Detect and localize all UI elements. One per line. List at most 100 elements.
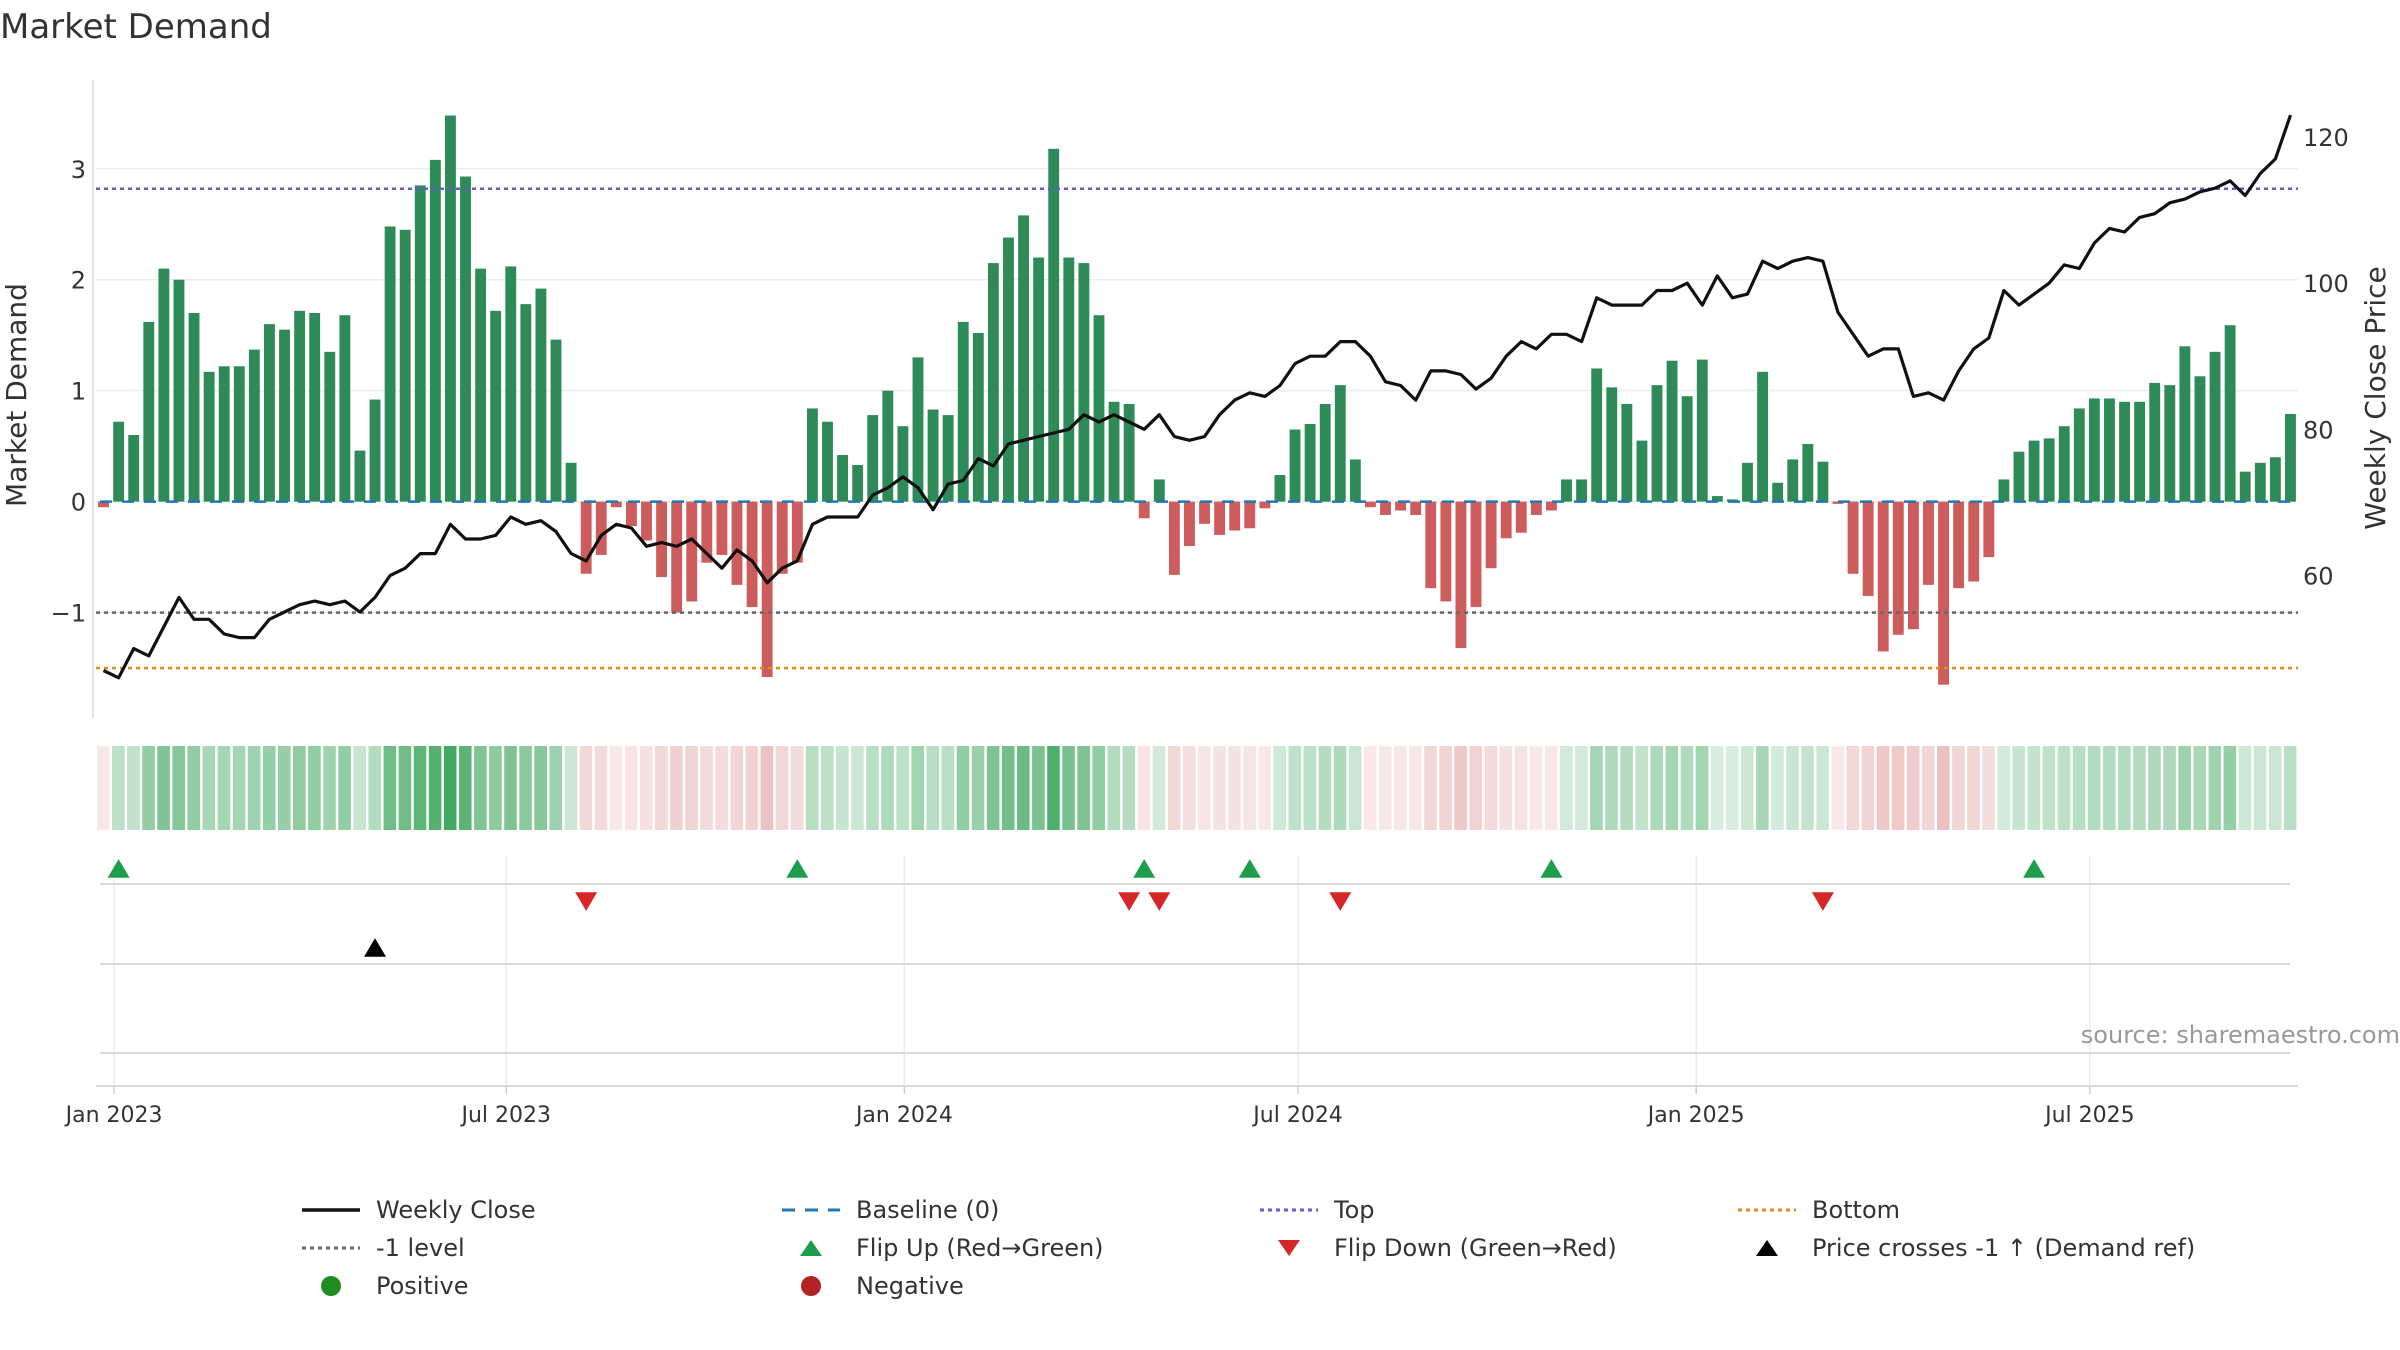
heat-cell bbox=[820, 746, 834, 830]
heat-cell bbox=[1756, 746, 1769, 830]
heat-cell bbox=[700, 746, 713, 830]
demand-bar bbox=[1349, 459, 1361, 502]
heat-cell bbox=[2238, 746, 2252, 830]
demand-bar bbox=[1877, 501, 1889, 652]
heat-cell bbox=[1559, 746, 1573, 830]
demand-bar bbox=[143, 321, 155, 502]
x-tick-label: Jul 2024 bbox=[1251, 1103, 1343, 1128]
heat-cell bbox=[1213, 746, 1226, 830]
dotted-line-icon bbox=[1736, 1200, 1798, 1220]
demand-bar bbox=[414, 185, 426, 502]
heat-cell bbox=[2027, 746, 2041, 830]
demand-bar bbox=[1515, 501, 1527, 533]
demand-bar bbox=[2269, 457, 2281, 502]
demand-bar bbox=[1304, 423, 1316, 502]
legend-item: Positive bbox=[300, 1272, 469, 1300]
demand-bar bbox=[1817, 461, 1829, 502]
market-demand-chart: Market Demand Market Demand Weekly Close… bbox=[0, 7, 2400, 1128]
demand-bar bbox=[128, 435, 140, 502]
heat-cell bbox=[1997, 746, 2010, 830]
heat-cell bbox=[715, 746, 728, 830]
demand-bar bbox=[1742, 462, 1753, 502]
heat-cell bbox=[1077, 746, 1090, 830]
demand-bar bbox=[233, 366, 245, 502]
heat-cell bbox=[851, 746, 864, 830]
heat-cell bbox=[2072, 746, 2086, 830]
demand-bar bbox=[1199, 501, 1210, 524]
demand-bar bbox=[1334, 385, 1346, 502]
heat-cell bbox=[1665, 746, 1679, 830]
heat-cell bbox=[1680, 746, 1694, 830]
heat-cell bbox=[293, 746, 306, 830]
heat-cell bbox=[639, 746, 653, 830]
heat-cell bbox=[247, 746, 261, 830]
heat-cell bbox=[1695, 746, 1709, 830]
legend-label: Weekly Close bbox=[376, 1196, 536, 1224]
heat-cell bbox=[489, 746, 502, 830]
demand-bar bbox=[806, 408, 818, 502]
flip-up-marker bbox=[786, 859, 809, 878]
heat-cell bbox=[971, 746, 985, 830]
demand-bar bbox=[1546, 501, 1557, 511]
flip-up-marker bbox=[1540, 859, 1563, 878]
demand-bar bbox=[912, 357, 924, 502]
heat-cell bbox=[2102, 746, 2116, 830]
demand-bar bbox=[2134, 401, 2146, 502]
heat-cell bbox=[262, 746, 276, 830]
heat-cell bbox=[745, 746, 759, 830]
heat-cell bbox=[2253, 746, 2267, 830]
y-axis-label-right: Weekly Close Price bbox=[2359, 266, 2392, 529]
heat-cell bbox=[1514, 746, 1528, 830]
demand-bar bbox=[2239, 471, 2251, 502]
demand-bar bbox=[384, 226, 396, 502]
heat-cell bbox=[1952, 746, 1965, 830]
demand-bar bbox=[309, 313, 321, 502]
heat-cell bbox=[1921, 746, 1935, 830]
demand-bar bbox=[1606, 387, 1618, 502]
flip-up-marker bbox=[1133, 859, 1156, 878]
flip-down-marker bbox=[1118, 892, 1141, 911]
heat-cell bbox=[730, 746, 744, 830]
heat-cell bbox=[1378, 746, 1392, 830]
legend-item: Price crosses -1 ↑ (Demand ref) bbox=[1736, 1234, 2195, 1262]
heat-cell bbox=[1333, 746, 1347, 830]
legend-label: Flip Down (Green→Red) bbox=[1334, 1234, 1617, 1262]
demand-bar bbox=[656, 501, 668, 578]
heat-cell bbox=[1424, 746, 1437, 830]
demand-bar bbox=[1621, 403, 1633, 502]
demand-bar bbox=[2043, 438, 2055, 502]
heat-cell bbox=[1484, 746, 1498, 830]
demand-bar bbox=[1485, 501, 1497, 569]
demand-bar bbox=[1244, 501, 1256, 529]
demand-bar bbox=[1274, 475, 1286, 502]
heat-cell bbox=[2133, 746, 2146, 830]
demand-bar bbox=[2028, 440, 2040, 502]
demand-bar bbox=[565, 462, 577, 502]
demand-bar bbox=[580, 501, 592, 574]
demand-bar bbox=[1757, 371, 1769, 502]
heat-cell bbox=[1017, 746, 1030, 830]
demand-bar bbox=[716, 501, 728, 555]
heat-cell bbox=[1394, 746, 1407, 830]
legend-item: Top bbox=[1258, 1196, 1375, 1224]
demand-bar bbox=[731, 501, 743, 585]
legend-label: Positive bbox=[376, 1272, 469, 1300]
demand-bar bbox=[1561, 479, 1572, 502]
demand-bar bbox=[2194, 376, 2206, 502]
demand-bar bbox=[791, 501, 803, 563]
x-tick-label: Jan 2025 bbox=[1646, 1103, 1745, 1128]
demand-bar bbox=[188, 313, 200, 502]
heat-cell bbox=[2148, 746, 2161, 830]
heat-cell bbox=[308, 746, 321, 830]
weekly-close-line-layer bbox=[102, 114, 2293, 680]
heat-cell bbox=[926, 746, 940, 830]
y-tick-label-right: 80 bbox=[2303, 416, 2334, 444]
heat-cell bbox=[157, 746, 170, 830]
demand-bar bbox=[113, 421, 125, 502]
heat-cell bbox=[323, 746, 336, 830]
flip-down-marker bbox=[1811, 892, 1834, 911]
demand-bar bbox=[505, 266, 517, 502]
heat-cell bbox=[760, 746, 774, 830]
demand-bar bbox=[1425, 501, 1437, 589]
flip-down-marker bbox=[575, 892, 598, 911]
